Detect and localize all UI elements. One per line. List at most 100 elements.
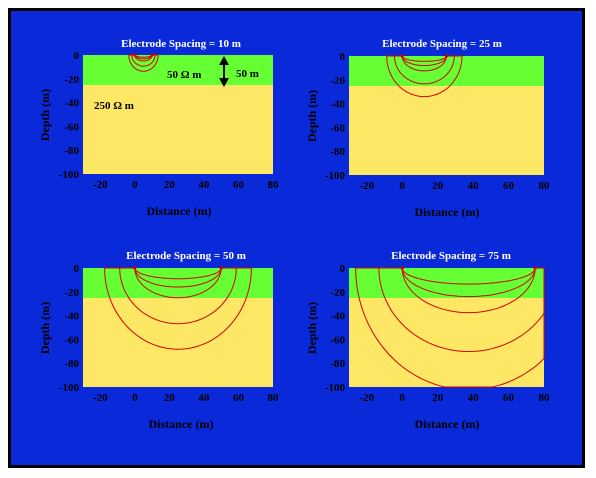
y-tick-label: 0 xyxy=(74,263,80,275)
current-flow-line xyxy=(131,54,156,67)
thickness-double-arrow-icon xyxy=(219,56,229,87)
y-tick-label: 0 xyxy=(340,263,346,275)
electrode-marker xyxy=(400,266,404,270)
electrode-marker xyxy=(444,54,449,58)
y-tick-labels: 0 -20 -40 -60 -80 -100 xyxy=(59,263,80,394)
x-tick-label: -20 xyxy=(359,180,374,192)
y-tick-label: -80 xyxy=(330,146,345,158)
y-tick-label: -80 xyxy=(330,358,345,370)
y-tick-label: -80 xyxy=(64,358,79,370)
current-flow-line xyxy=(128,54,159,72)
y-tick-label: -60 xyxy=(64,121,79,133)
x-tick-label: 80 xyxy=(539,392,551,404)
x-tick-labels: -20 0 20 40 60 80 xyxy=(359,180,550,192)
x-tick-label: -20 xyxy=(359,392,374,404)
y-tick-label: -20 xyxy=(64,287,79,299)
lower-layer xyxy=(83,85,273,174)
y-tick-label: -20 xyxy=(330,75,345,87)
current-flow-lines xyxy=(355,266,545,388)
current-flow-line xyxy=(401,267,536,285)
panel-title: Electrode Spacing = 50 m xyxy=(126,250,246,262)
x-tick-label: 0 xyxy=(399,180,405,192)
panel-spacing-75: Electrode Spacing = 75 m 0 -20 -40 -60 -80 -1… xyxy=(305,250,550,431)
y-tick-label: -100 xyxy=(325,382,346,394)
figure-canvas: Electrode Spacing = 10 m 0 -20 -40 -60 -80 -1… xyxy=(38,38,550,431)
current-flow-line xyxy=(393,55,455,85)
x-axis-label: Distance (m) xyxy=(415,205,480,219)
x-tick-label: 40 xyxy=(468,180,480,192)
y-tick-label: -60 xyxy=(330,334,345,346)
x-tick-label: 60 xyxy=(503,180,514,192)
y-tick-label: -40 xyxy=(330,311,345,323)
electrode-marker xyxy=(219,266,223,270)
panel-title: Electrode Spacing = 10 m xyxy=(121,38,241,50)
y-axis-label: Depth (m) xyxy=(305,302,319,354)
electrode-marker xyxy=(400,54,404,58)
y-tick-label: -20 xyxy=(330,287,345,299)
y-tick-label: -40 xyxy=(64,311,79,323)
current-flow-line xyxy=(134,55,153,62)
y-tick-label: -20 xyxy=(64,74,79,86)
y-tick-label: 0 xyxy=(74,50,80,62)
panel-spacing-10: Electrode Spacing = 10 m 0 -20 -40 -60 -80 -1… xyxy=(38,38,279,218)
y-tick-label: -100 xyxy=(325,170,346,182)
panel-title: Electrode Spacing = 25 m xyxy=(382,38,502,50)
y-tick-label: 0 xyxy=(340,51,346,63)
x-tick-label: 20 xyxy=(164,392,176,404)
y-tick-label: -60 xyxy=(64,334,79,346)
x-tick-label: 20 xyxy=(432,392,444,404)
x-tick-label: -20 xyxy=(93,179,108,191)
upper-layer xyxy=(83,55,273,85)
y-tick-label: -40 xyxy=(64,98,79,110)
current-flow-line xyxy=(401,56,447,72)
x-tick-label: 80 xyxy=(268,179,280,191)
upper-layer xyxy=(83,268,273,298)
x-axis-label: Distance (m) xyxy=(415,417,480,431)
current-flow-line xyxy=(355,267,545,388)
x-tick-label: -20 xyxy=(93,392,108,404)
lower-layer xyxy=(349,86,544,175)
x-tick-label: 20 xyxy=(432,180,444,192)
current-flow-line xyxy=(401,267,536,314)
electrode-marker xyxy=(133,53,137,57)
y-tick-label: -100 xyxy=(59,382,80,394)
x-tick-label: 60 xyxy=(503,392,514,404)
upper-layer xyxy=(349,56,544,86)
x-tick-label: 0 xyxy=(132,392,138,404)
electrode-marker xyxy=(533,266,537,270)
x-axis-label: Distance (m) xyxy=(147,204,212,218)
x-tick-label: 40 xyxy=(198,392,210,404)
current-flow-line xyxy=(134,54,153,58)
current-flow-line xyxy=(401,267,536,298)
current-flow-lines xyxy=(104,266,252,350)
x-tick-labels: -20 0 20 40 60 80 xyxy=(359,392,550,404)
y-tick-label: -80 xyxy=(64,145,79,157)
lower-layer xyxy=(349,298,544,387)
current-flow-line xyxy=(401,56,447,66)
current-flow-line xyxy=(134,267,222,280)
layer-thickness-label: 50 m xyxy=(236,68,259,80)
y-tick-label: -40 xyxy=(330,99,345,111)
upper-resistivity-label: 50 Ω m xyxy=(167,69,201,81)
lower-layer xyxy=(83,298,273,387)
x-tick-label: 40 xyxy=(468,392,480,404)
panel-spacing-25: Electrode Spacing = 25 m 0 -20 -40 -60 -80 -1… xyxy=(305,38,550,219)
x-tick-labels: -20 0 20 40 60 80 xyxy=(93,179,279,191)
x-tick-labels: -20 0 20 40 60 80 xyxy=(93,392,279,404)
x-axis-label: Distance (m) xyxy=(149,417,214,431)
x-tick-label: 60 xyxy=(233,179,245,191)
x-tick-label: 0 xyxy=(132,179,138,191)
y-tick-labels: 0 -20 -40 -60 -80 -100 xyxy=(325,51,346,182)
y-tick-label: -100 xyxy=(59,169,80,181)
current-flow-line xyxy=(134,54,153,60)
panel-spacing-50: Electrode Spacing = 50 m 0 -20 -40 -60 -80 -1… xyxy=(38,250,279,431)
electrode-marker xyxy=(133,266,137,270)
y-axis-label: Depth (m) xyxy=(38,89,52,141)
figure-frame: Electrode Spacing = 10 m 0 -20 -40 -60 -80 -1… xyxy=(8,8,585,468)
electrode-marker xyxy=(150,53,154,57)
y-tick-labels: 0 -20 -40 -60 -80 -100 xyxy=(59,50,80,181)
x-tick-label: 60 xyxy=(233,392,245,404)
current-flow-line xyxy=(134,267,222,288)
x-tick-label: 40 xyxy=(198,179,210,191)
y-axis-label: Depth (m) xyxy=(305,90,319,142)
